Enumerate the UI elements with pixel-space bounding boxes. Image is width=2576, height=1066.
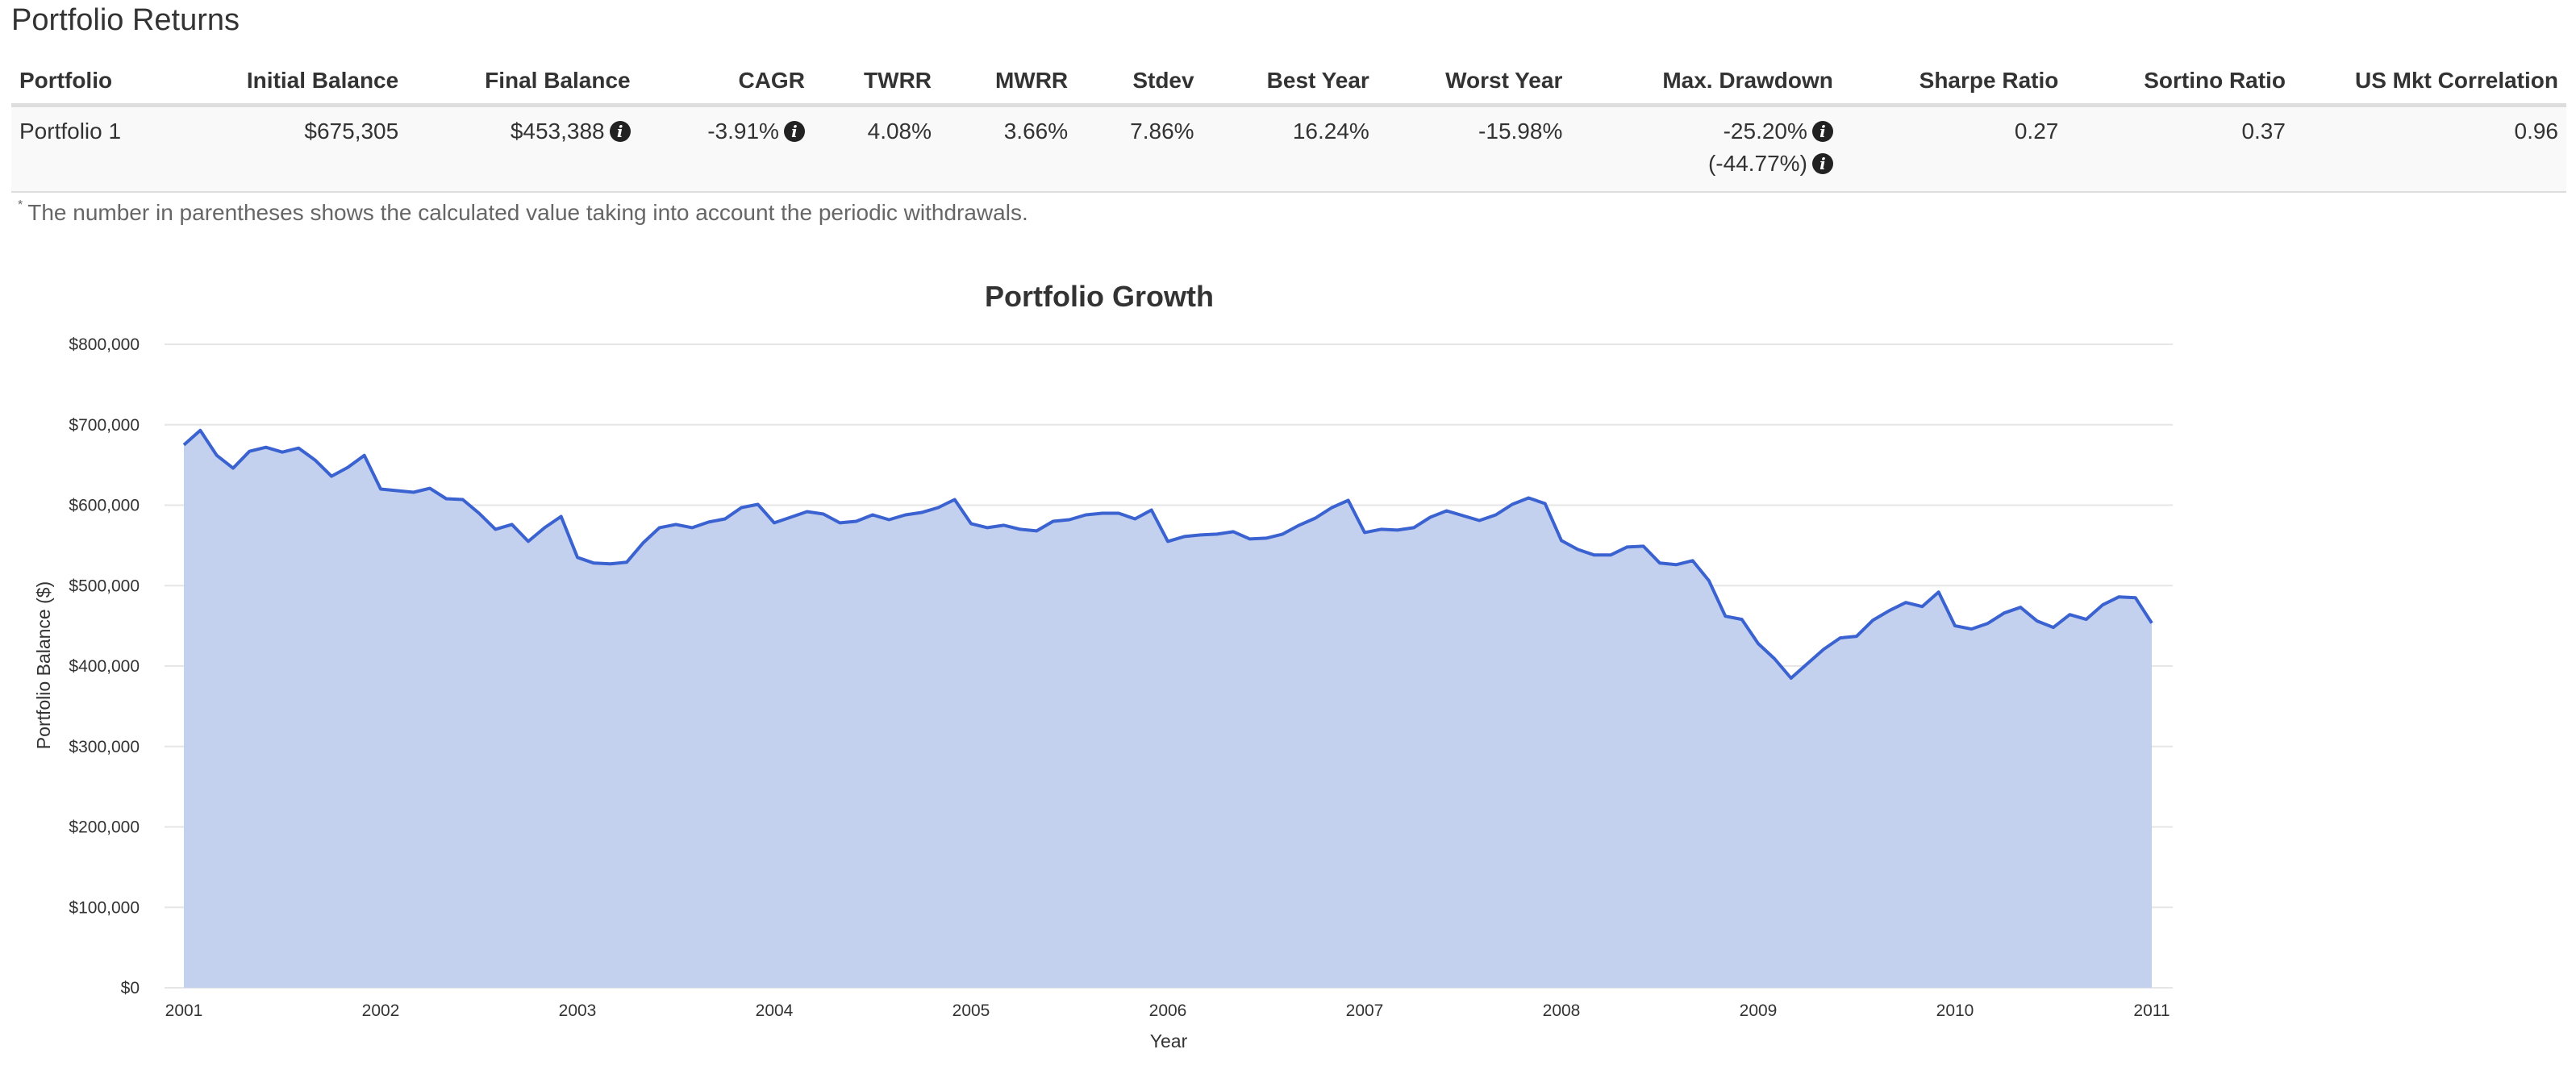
header-max-drawdown[interactable]: Max. Drawdown xyxy=(1570,58,1841,107)
header-final-balance[interactable]: Final Balance xyxy=(406,58,639,107)
header-stdev[interactable]: Stdev xyxy=(1076,58,1203,107)
x-tick-label: 2009 xyxy=(1740,1001,1778,1020)
header-sharpe-ratio[interactable]: Sharpe Ratio xyxy=(1840,58,2067,107)
section-title: Portfolio Returns xyxy=(11,3,240,37)
cagr-value: -3.91% xyxy=(707,119,779,144)
info-icon[interactable]: i xyxy=(1811,153,1833,174)
y-tick-label: $100,000 xyxy=(69,898,140,917)
y-axis-title: Portfolio Balance ($) xyxy=(33,581,54,749)
y-tick-label: $600,000 xyxy=(69,497,140,515)
cell-cagr: -3.91% i xyxy=(638,105,813,193)
y-tick-label: $500,000 xyxy=(69,577,140,595)
cell-mwrr: 3.66% xyxy=(940,105,1077,193)
x-tick-label: 2010 xyxy=(1936,1001,1974,1020)
returns-table: Portfolio Initial Balance Final Balance … xyxy=(11,58,2566,193)
x-tick-label: 2004 xyxy=(756,1001,794,1020)
cell-max-drawdown: -25.20% i (-44.77%) i xyxy=(1570,105,1841,193)
header-best-year[interactable]: Best Year xyxy=(1202,58,1378,107)
cell-twrr: 4.08% xyxy=(812,105,940,193)
area-fill xyxy=(184,430,2152,988)
info-icon[interactable]: i xyxy=(783,121,805,142)
final-balance-value: $453,388 xyxy=(510,119,605,144)
max-drawdown-withdrawals-line: (-44.77%) i xyxy=(1578,148,1833,180)
portfolio-growth-chart: Portfolio Growth $0 $100,000 $200,000 $300,… xyxy=(33,280,2173,1051)
cell-sortino-ratio: 0.37 xyxy=(2066,105,2294,193)
table-row: Portfolio 1 $675,305 $453,388 i -3.91% i 4… xyxy=(11,105,2566,193)
y-tick-label: $800,000 xyxy=(69,335,140,354)
x-tick-label: 2008 xyxy=(1543,1001,1581,1020)
x-tick-label: 2007 xyxy=(1346,1001,1384,1020)
header-portfolio[interactable]: Portfolio xyxy=(11,58,200,107)
y-tick-label: $300,000 xyxy=(69,738,140,756)
footnote: * The number in parentheses shows the cal… xyxy=(18,198,1028,226)
x-tick-label: 2003 xyxy=(559,1001,597,1020)
header-initial-balance[interactable]: Initial Balance xyxy=(199,58,407,107)
header-worst-year[interactable]: Worst Year xyxy=(1377,58,1571,107)
cell-initial-balance: $675,305 xyxy=(199,105,407,193)
cell-worst-year: -15.98% xyxy=(1377,105,1571,193)
y-tick-label: $400,000 xyxy=(69,657,140,676)
info-icon[interactable]: i xyxy=(609,121,631,142)
footnote-marker: * xyxy=(18,198,23,212)
series-line xyxy=(182,428,2153,680)
x-axis-ticks: 2001 2002 2003 2004 2005 2006 2007 2008 2009 2010… xyxy=(165,1001,2170,1020)
header-sortino-ratio[interactable]: Sortino Ratio xyxy=(2066,58,2294,107)
cell-final-balance: $453,388 i xyxy=(406,105,639,193)
cell-sharpe-ratio: 0.27 xyxy=(1840,105,2067,193)
plot-area xyxy=(182,428,2153,988)
y-tick-label: $700,000 xyxy=(69,416,140,435)
y-tick-label: $0 xyxy=(121,979,140,997)
footnote-text: The number in parentheses shows the calc… xyxy=(27,200,1028,225)
y-axis-ticks: $0 $100,000 $200,000 $300,000 $400,000 $500,0… xyxy=(69,335,140,997)
x-tick-label: 2006 xyxy=(1149,1001,1187,1020)
x-tick-label: 2005 xyxy=(952,1001,990,1020)
max-drawdown-line: -25.20% i xyxy=(1578,115,1833,148)
table-header-row: Portfolio Initial Balance Final Balance … xyxy=(11,58,2566,107)
chart-title: Portfolio Growth xyxy=(985,280,1214,313)
max-drawdown-withdrawals-value: (-44.77%) xyxy=(1707,151,1807,176)
max-drawdown-value: -25.20% xyxy=(1723,119,1807,144)
x-tick-label: 2002 xyxy=(362,1001,400,1020)
cell-stdev: 7.86% xyxy=(1076,105,1203,193)
header-mwrr[interactable]: MWRR xyxy=(940,58,1077,107)
cell-us-mkt-correlation: 0.96 xyxy=(2293,105,2566,193)
header-us-mkt-correlation[interactable]: US Mkt Correlation xyxy=(2293,58,2566,107)
x-tick-label: 2001 xyxy=(165,1001,203,1020)
y-tick-label: $200,000 xyxy=(69,818,140,837)
cell-portfolio: Portfolio 1 xyxy=(11,105,200,193)
x-axis-title: Year xyxy=(1150,1031,1188,1051)
info-icon[interactable]: i xyxy=(1811,121,1833,142)
x-tick-label: 2011 xyxy=(2133,1001,2170,1020)
cell-best-year: 16.24% xyxy=(1202,105,1378,193)
header-cagr[interactable]: CAGR xyxy=(638,58,813,107)
header-twrr[interactable]: TWRR xyxy=(812,58,940,107)
